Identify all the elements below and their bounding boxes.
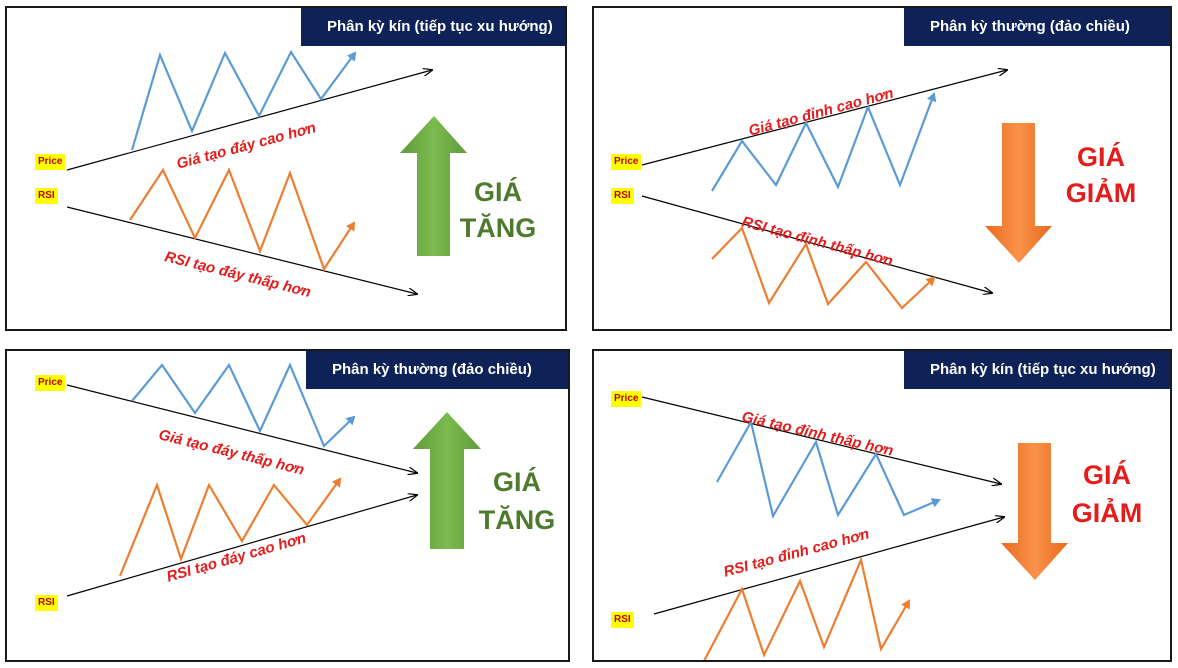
- price-trendline: [66, 70, 432, 171]
- panel-hidden-divergence-bullish: Phân kỳ kín (tiếp tục xu hướng) Price RS…: [5, 6, 567, 331]
- signal-word-1: GIÁ: [473, 177, 522, 207]
- rsi-zigzag: [118, 477, 342, 577]
- rsi-zigzag: [703, 556, 911, 660]
- rsi-label: RSI: [35, 188, 58, 204]
- price-label: Price: [35, 375, 66, 391]
- signal-word-2: GIẢM: [1065, 178, 1137, 208]
- signal-word-1: GIÁ: [1082, 460, 1131, 490]
- panel-3-chart: [66, 362, 481, 597]
- panel-1-chart: [66, 49, 467, 331]
- price-label: Price: [35, 154, 66, 170]
- signal-word-2: TĂNG: [459, 213, 537, 243]
- signal-word-2: TĂNG: [478, 505, 556, 535]
- price-zigzag: [716, 419, 941, 519]
- panel-title: Phân kỳ kín (tiếp tục xu hướng): [904, 351, 1170, 389]
- price-trendline: [641, 70, 1007, 166]
- rsi-zigzag: [129, 167, 356, 272]
- panel-title: Phân kỳ thường (đảo chiều): [904, 8, 1170, 46]
- panel-title: Phân kỳ thường (đảo chiều): [306, 351, 568, 389]
- rsi-trendline: [66, 206, 417, 294]
- signal-word-1: GIÁ: [492, 467, 541, 497]
- price-trendline: [641, 396, 1001, 484]
- price-zigzag: [130, 49, 357, 151]
- rsi-label: RSI: [611, 188, 634, 204]
- panel-4-chart: [641, 396, 1068, 660]
- panel-regular-divergence-bullish: Phân kỳ thường (đảo chiều) Price RSI Giá…: [5, 349, 570, 662]
- panel-2-chart: [641, 8, 1052, 310]
- rsi-zigzag: [711, 225, 936, 310]
- rsi-label: RSI: [611, 612, 634, 628]
- price-zigzag: [711, 92, 937, 192]
- up-arrow: [400, 116, 467, 256]
- down-arrow: [985, 123, 1052, 263]
- up-arrow: [413, 412, 481, 549]
- price-label: Price: [611, 391, 642, 407]
- price-zigzag: [131, 362, 356, 448]
- panel-regular-divergence-bearish: Phân kỳ thường (đảo chiều) Price RSI Giá…: [592, 6, 1172, 331]
- price-trendline: [66, 384, 417, 473]
- price-label: Price: [611, 154, 642, 170]
- down-arrow: [1001, 443, 1068, 580]
- panel-title: Phân kỳ kín (tiếp tục xu hướng): [301, 8, 565, 46]
- signal-word-2: GIẢM: [1071, 498, 1143, 528]
- rsi-label: RSI: [35, 595, 58, 611]
- rsi-trendline: [66, 495, 417, 597]
- panel-hidden-divergence-bearish: Phân kỳ kín (tiếp tục xu hướng) Price RS…: [592, 349, 1172, 662]
- signal-word-1: GIÁ: [1076, 142, 1125, 172]
- rsi-trendline: [653, 517, 1004, 615]
